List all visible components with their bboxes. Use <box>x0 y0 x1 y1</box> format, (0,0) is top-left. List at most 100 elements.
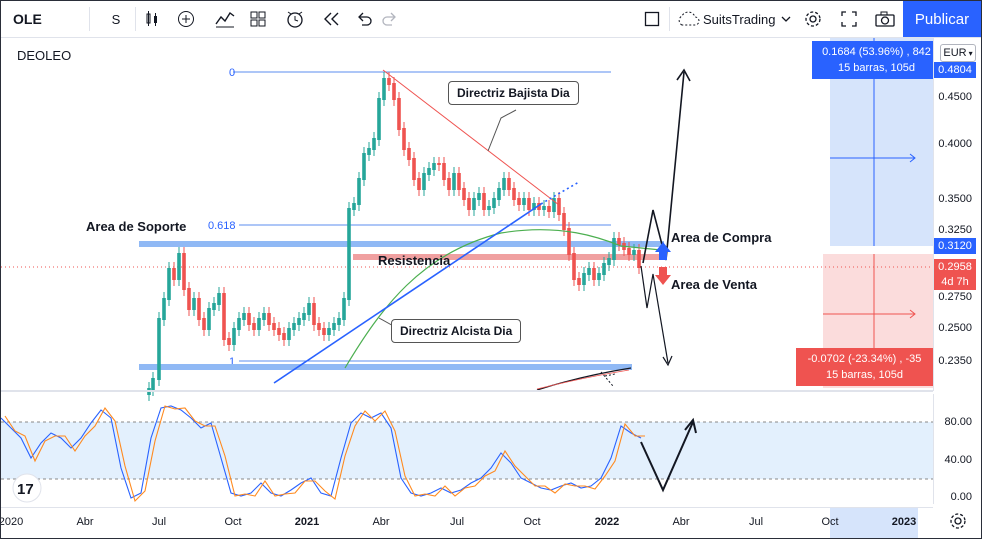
candle-body <box>322 328 326 335</box>
bearish-trendline[interactable] <box>382 69 560 206</box>
candle-body <box>182 253 186 290</box>
candle-body <box>522 198 526 205</box>
candle-body <box>557 198 561 215</box>
candle-body <box>232 328 236 345</box>
bullish-trendline[interactable] <box>273 203 542 384</box>
currency-selector[interactable]: EUR ▾ <box>940 44 976 62</box>
candle-body <box>502 178 506 190</box>
resistance-band[interactable] <box>353 254 664 260</box>
candle-body <box>151 378 155 390</box>
candle-body <box>547 206 551 212</box>
time-tick: 2023 <box>891 516 917 528</box>
candle-body <box>417 178 421 190</box>
long-measure-value: 0.1684 (53.96%) , 842 <box>822 46 931 58</box>
candle-body <box>177 253 181 280</box>
cloud-save-icon[interactable] <box>675 1 701 37</box>
candle-body <box>607 258 611 265</box>
candle-body <box>277 328 281 335</box>
candle-body <box>222 293 226 340</box>
camera-icon[interactable] <box>873 1 897 37</box>
toolbar-divider <box>669 7 670 31</box>
bullish-projection-arrowhead <box>676 68 691 82</box>
resistance-label: Resistencia <box>378 253 451 268</box>
candle-body <box>382 78 386 100</box>
candle-body <box>472 198 476 210</box>
candle-body <box>162 298 166 320</box>
candle-body <box>567 228 571 255</box>
long-measure-tooltip: 0.1684 (53.96%) , 842 15 barras, 105d <box>812 41 941 79</box>
candle-body <box>422 173 426 190</box>
candle-body <box>187 288 191 310</box>
add-compare-icon[interactable] <box>175 1 197 37</box>
candle-body <box>587 268 591 275</box>
time-range-highlight <box>830 508 918 538</box>
candle-body <box>327 328 331 335</box>
oscillator-band <box>1 422 933 479</box>
fullscreen-box-icon[interactable] <box>641 1 663 37</box>
candle-body <box>252 323 256 330</box>
publish-button[interactable]: Publicar <box>903 1 981 37</box>
layouts-grid-icon[interactable] <box>247 1 269 37</box>
candle-body <box>272 323 276 330</box>
gear-icon[interactable] <box>949 512 969 532</box>
time-scale[interactable]: 2020 Abr Jul Oct 2021 Abr Jul Oct 2022 A… <box>1 507 933 538</box>
indicators-icon[interactable] <box>213 1 237 37</box>
lower-support-band[interactable] <box>139 364 632 370</box>
layout-name-label[interactable]: SuitsTrading <box>703 11 776 27</box>
fib-level-618-label: 0.618 <box>208 220 236 232</box>
redo-icon[interactable] <box>379 1 401 37</box>
chart-area[interactable]: 0 0.618 1 <box>1 38 981 538</box>
undo-icon[interactable] <box>353 1 375 37</box>
oscillator-scale[interactable]: 80.00 40.00 0.00 <box>933 394 981 504</box>
candle-body <box>297 318 301 325</box>
candle-body <box>392 83 396 100</box>
candle-body <box>412 158 416 180</box>
top-toolbar: OLE S <box>1 1 981 38</box>
bearish-trendline-callout[interactable]: Directriz Bajista Dia <box>448 81 579 105</box>
short-measure-tooltip: -0.0702 (-23.34%) , -35 15 barras, 105d <box>796 348 933 386</box>
symbol-name-label: DEOLEO <box>17 48 72 63</box>
price-tag-upper: 0.3120 <box>934 238 976 254</box>
candle-body <box>212 303 216 310</box>
time-tick: Oct <box>523 516 541 528</box>
bearish-projection-arrowhead <box>662 355 673 367</box>
candle-body <box>242 313 246 320</box>
candle-body <box>527 198 531 210</box>
support-label: Area de Soporte <box>86 219 187 234</box>
interval-button[interactable]: S <box>111 11 121 27</box>
time-tick: Jul <box>748 516 764 528</box>
candle-body <box>507 178 511 190</box>
bearish-callout-pointer <box>487 109 517 152</box>
symbol-search-button[interactable]: OLE <box>13 11 42 27</box>
short-measure-bars: 15 barras, 105d <box>825 369 904 381</box>
chart-type-candles-icon[interactable] <box>141 1 163 37</box>
price-scale[interactable]: EUR ▾ 0.4500 0.4000 0.3500 0.3250 0.2750 … <box>933 38 981 391</box>
alert-clock-icon[interactable] <box>283 1 307 37</box>
chevron-down-icon[interactable] <box>779 1 793 37</box>
svg-text:17: 17 <box>17 481 34 498</box>
time-tick: Oct <box>821 516 839 528</box>
candle-body <box>632 250 636 255</box>
moving-average-line <box>344 229 662 369</box>
candlestick-series <box>147 72 641 401</box>
expand-icon[interactable] <box>837 1 861 37</box>
time-tick: Oct <box>224 516 242 528</box>
gear-icon[interactable] <box>801 1 825 37</box>
candle-body <box>462 188 466 200</box>
candle-body <box>602 263 606 275</box>
candle-body <box>492 198 496 208</box>
toolbar-divider <box>135 7 136 31</box>
candle-body <box>612 238 616 260</box>
tradingview-logo-icon[interactable]: 17 <box>12 473 42 503</box>
candle-body <box>532 203 536 210</box>
time-tick: 2020 <box>0 516 24 528</box>
candle-body <box>467 198 471 210</box>
bullish-trendline-extension <box>540 181 580 205</box>
time-tick: Jul <box>151 516 167 528</box>
bullish-trendline-callout[interactable]: Directriz Alcista Dia <box>391 319 522 343</box>
oscillator-tick: 0.00 <box>950 491 972 503</box>
replay-icon[interactable] <box>319 1 343 37</box>
chart-canvas[interactable]: 0 0.618 1 <box>1 38 933 507</box>
candle-body <box>192 298 196 310</box>
support-band[interactable] <box>139 241 664 247</box>
